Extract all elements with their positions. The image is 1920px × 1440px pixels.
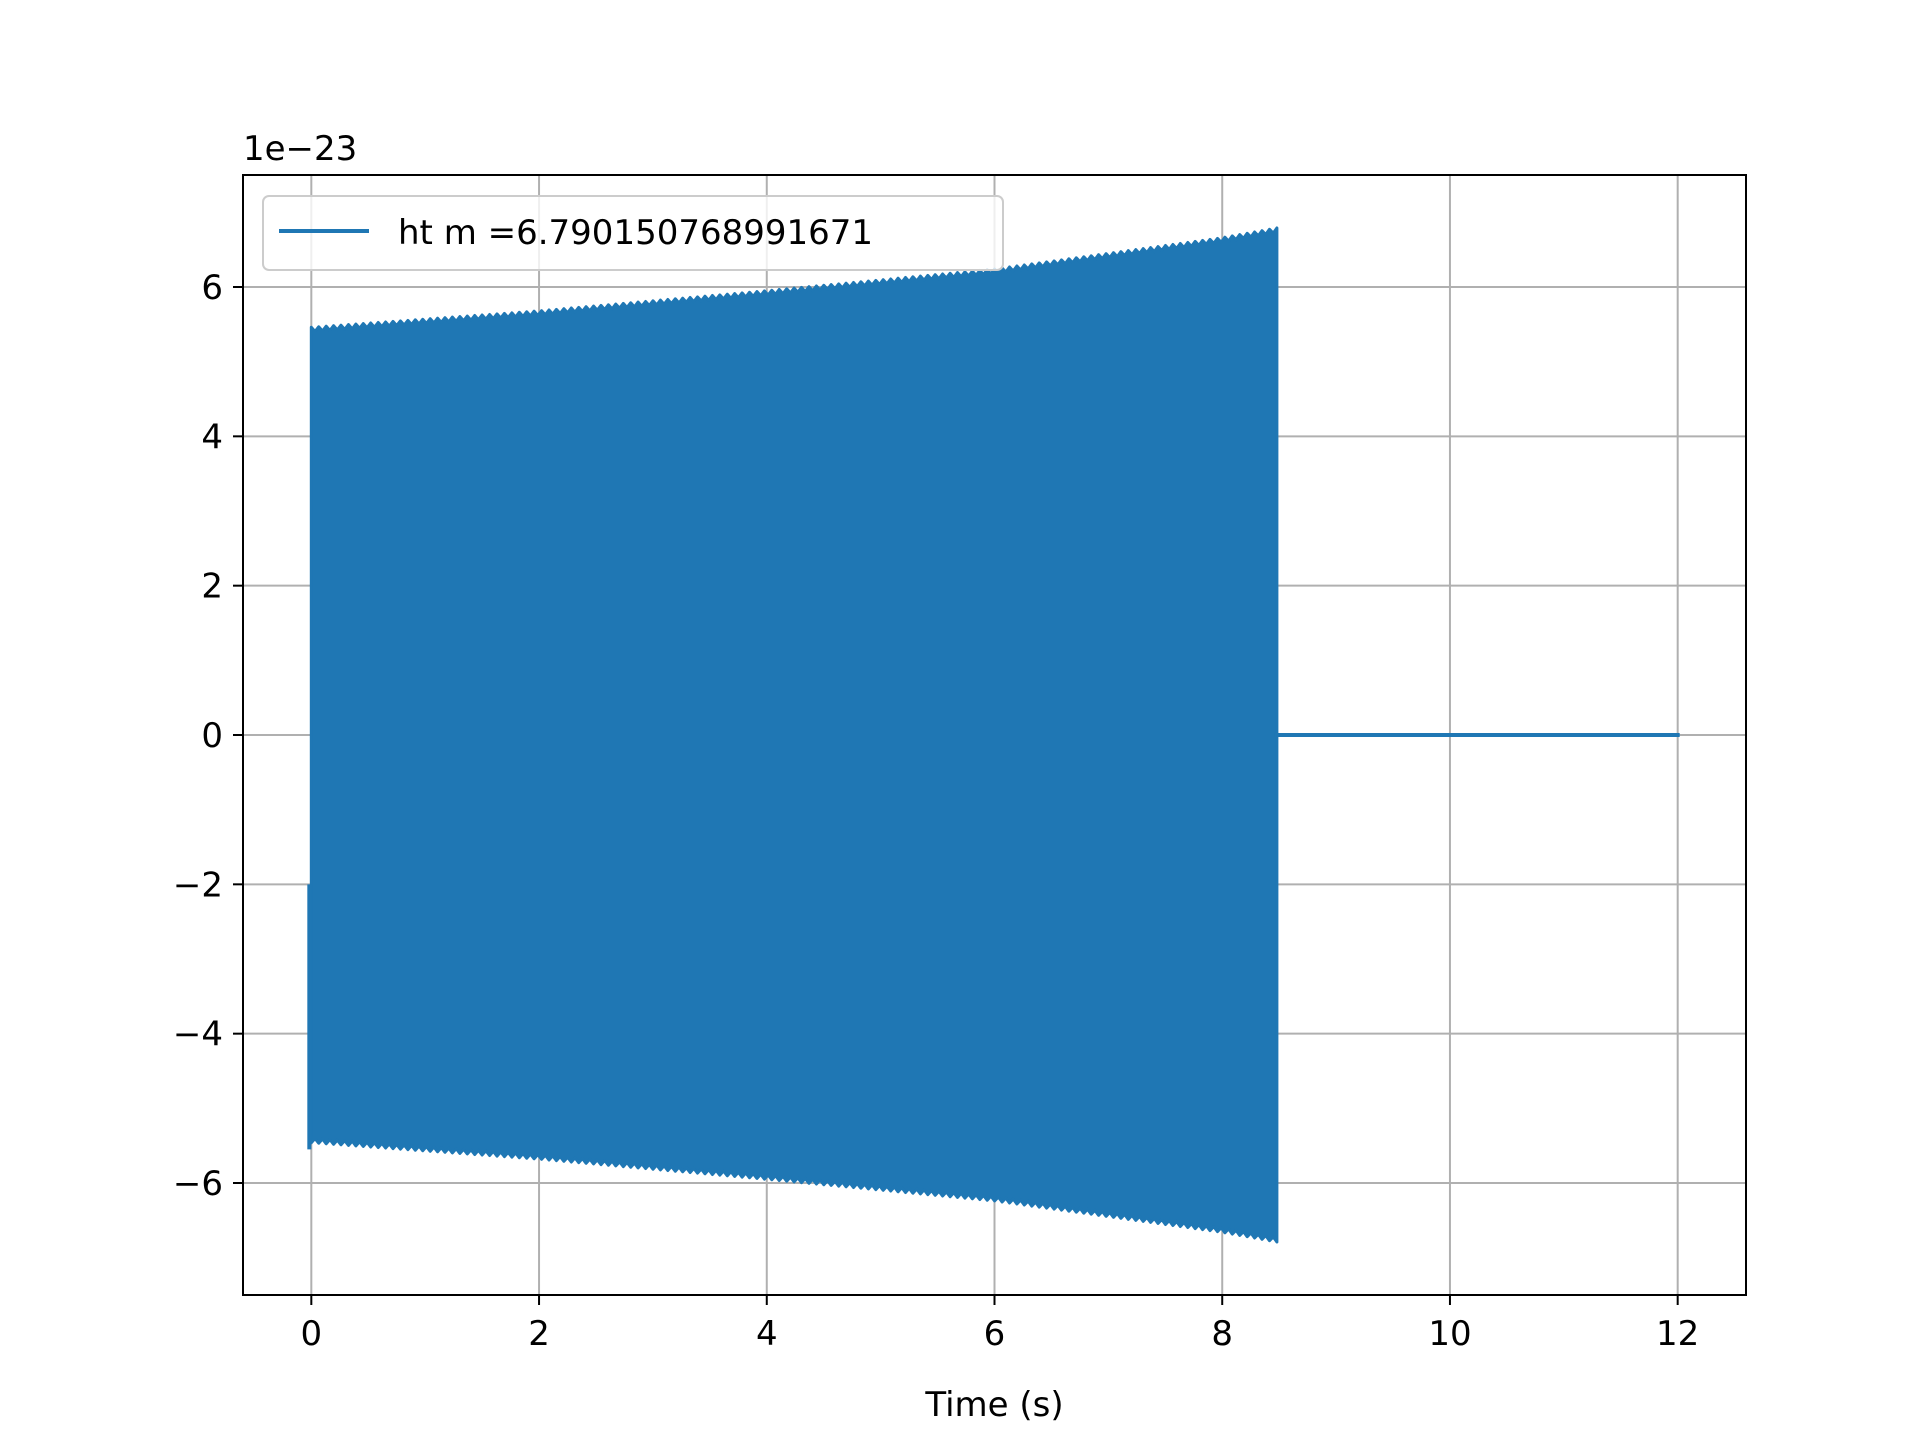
- axis-ticks: 0 2 4 6 8 10 12 −6 −4 −2 0 2 4 6: [173, 268, 1699, 1354]
- y-axis-offset-text: 1e−23: [243, 129, 357, 169]
- y-tick-label: 6: [201, 268, 223, 308]
- y-tick-label: −4: [173, 1015, 223, 1055]
- y-tick-label: 0: [201, 716, 223, 756]
- y-tick-label: 4: [201, 417, 223, 457]
- x-tick-label: 4: [756, 1314, 778, 1354]
- x-tick-label: 8: [1211, 1314, 1233, 1354]
- y-tick-label: 2: [201, 567, 223, 607]
- legend: ht m =6.790150768991671: [262, 195, 1004, 271]
- x-tick-label: 0: [300, 1314, 322, 1354]
- legend-entry-label: ht m =6.790150768991671: [398, 213, 873, 253]
- series-signal-band: [309, 226, 1279, 1244]
- x-tick-label: 12: [1656, 1314, 1699, 1354]
- x-axis-label: Time (s): [924, 1385, 1063, 1425]
- x-tick-label: 10: [1428, 1314, 1471, 1354]
- plot-area: [307, 226, 1680, 1244]
- x-tick-label: 2: [528, 1314, 550, 1354]
- x-tick-label: 6: [984, 1314, 1006, 1354]
- y-tick-label: −2: [173, 865, 223, 905]
- y-tick-label: −6: [173, 1164, 223, 1204]
- legend-box: [262, 195, 1004, 271]
